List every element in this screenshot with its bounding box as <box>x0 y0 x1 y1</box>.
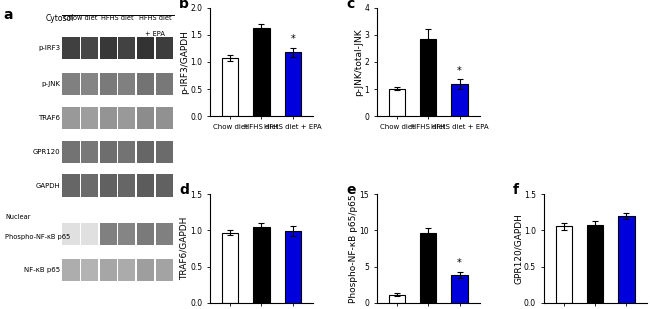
Bar <box>62 73 79 95</box>
Bar <box>137 175 154 197</box>
Bar <box>389 89 405 116</box>
Bar <box>118 259 135 281</box>
Bar <box>452 84 468 116</box>
Bar <box>81 37 98 59</box>
Y-axis label: TRAF6/GAPDH: TRAF6/GAPDH <box>180 217 189 280</box>
Bar <box>99 37 117 59</box>
Bar <box>155 107 173 129</box>
Bar <box>137 259 154 281</box>
Bar <box>81 73 98 95</box>
Y-axis label: p-IRF3/GAPDH: p-IRF3/GAPDH <box>180 30 189 94</box>
Y-axis label: GPR120/GAPDH: GPR120/GAPDH <box>514 213 523 284</box>
Bar <box>99 141 117 163</box>
Bar <box>99 175 117 197</box>
Bar <box>155 259 173 281</box>
Bar <box>81 107 98 129</box>
Text: a: a <box>3 8 13 22</box>
Bar <box>421 233 437 303</box>
Text: TRAF6: TRAF6 <box>38 115 60 121</box>
Text: NF-κB p65: NF-κB p65 <box>25 267 60 273</box>
Bar <box>118 175 135 197</box>
Bar <box>62 107 79 129</box>
Bar <box>99 223 117 245</box>
Bar <box>155 73 173 95</box>
Bar <box>118 223 135 245</box>
Bar <box>222 58 239 116</box>
Bar <box>99 107 117 129</box>
Y-axis label: Phospho-NF-κB p65/p65: Phospho-NF-κB p65/p65 <box>349 194 358 303</box>
Text: GPR120: GPR120 <box>33 149 60 154</box>
Bar <box>254 227 270 303</box>
Y-axis label: p-JNK/total-JNK: p-JNK/total-JNK <box>354 28 363 96</box>
Bar <box>254 28 270 116</box>
Bar <box>81 223 98 245</box>
Bar <box>118 37 135 59</box>
Bar <box>155 175 173 197</box>
Bar <box>155 141 173 163</box>
Bar <box>62 141 79 163</box>
Bar <box>137 73 154 95</box>
Bar <box>118 141 135 163</box>
Text: p-IRF3: p-IRF3 <box>38 45 60 51</box>
Bar <box>155 37 173 59</box>
Bar <box>452 275 468 303</box>
Bar <box>556 226 572 303</box>
Text: Phospho-NF-κB p65: Phospho-NF-κB p65 <box>5 234 70 240</box>
Bar <box>285 52 301 116</box>
Bar <box>155 223 173 245</box>
Text: + EPA: + EPA <box>145 31 165 37</box>
Bar <box>618 216 634 303</box>
Bar <box>137 107 154 129</box>
Text: f: f <box>513 184 519 197</box>
Bar <box>62 259 79 281</box>
Bar <box>587 226 603 303</box>
Text: d: d <box>179 184 189 197</box>
Text: Cytosol: Cytosol <box>46 14 74 23</box>
Bar <box>421 39 437 116</box>
Bar <box>99 259 117 281</box>
Bar <box>222 233 239 303</box>
Bar <box>137 141 154 163</box>
Bar <box>81 141 98 163</box>
Bar <box>81 175 98 197</box>
Bar <box>285 231 301 303</box>
Text: e: e <box>346 184 356 197</box>
Text: *: * <box>291 34 295 44</box>
Text: *: * <box>457 66 462 75</box>
Text: HFHS diet: HFHS diet <box>101 15 134 21</box>
Text: HFHS diet: HFHS diet <box>138 15 171 21</box>
Bar <box>137 223 154 245</box>
Bar <box>62 175 79 197</box>
Bar <box>137 37 154 59</box>
Text: Chow diet: Chow diet <box>64 15 97 21</box>
Bar <box>118 73 135 95</box>
Text: Nuclear: Nuclear <box>5 214 31 220</box>
Bar <box>389 295 405 303</box>
Text: *: * <box>457 258 462 268</box>
Bar <box>118 107 135 129</box>
Text: c: c <box>346 0 354 11</box>
Bar <box>62 37 79 59</box>
Text: p-JNK: p-JNK <box>42 81 60 87</box>
Text: b: b <box>179 0 189 11</box>
Bar <box>81 259 98 281</box>
Bar <box>62 223 79 245</box>
Text: GAPDH: GAPDH <box>36 183 60 188</box>
Bar <box>99 73 117 95</box>
